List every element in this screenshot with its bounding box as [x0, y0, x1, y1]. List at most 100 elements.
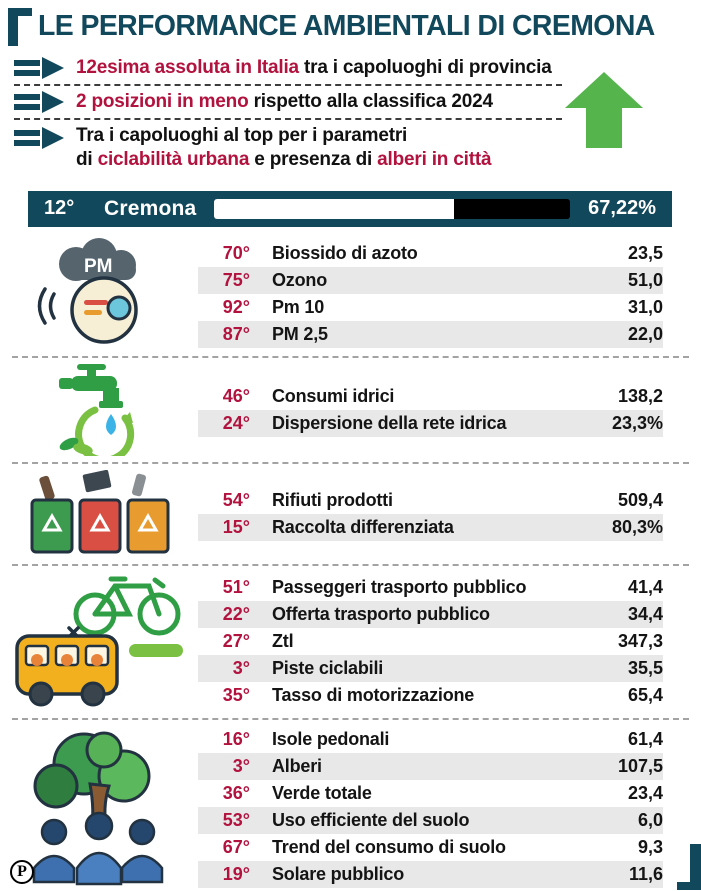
- rank-cell: 19°: [222, 863, 250, 884]
- value-cell: 9,3: [637, 836, 663, 857]
- score-progress-fill: [214, 198, 454, 219]
- indicator-label: Ozono: [272, 269, 327, 290]
- table-row: 35° Tasso di motorizzazione 65,4: [198, 682, 663, 709]
- bullet-text: 2 posizioni in meno rispetto alla classi…: [76, 90, 493, 114]
- footer: P: [10, 860, 34, 884]
- bullet-overall-rank: 12esima assoluta in Italia tra i capoluo…: [14, 52, 562, 87]
- arrow-right-icon: [14, 127, 64, 150]
- value-cell: 31,0: [627, 296, 663, 317]
- bullet-text: Tra i capoluoghi al top per i parametri d…: [76, 124, 492, 172]
- section-air: PM 70° Biossido di azoto 23,5 75° Ozono 51,0…: [0, 235, 701, 353]
- indicator-label: Consumi idrici: [272, 385, 395, 406]
- overall-ranking-bar: 12° Cremona 67,22%: [28, 190, 672, 227]
- value-cell: 11,6: [628, 863, 663, 884]
- bullet-rank-change: 2 posizioni in meno rispetto alla classi…: [14, 86, 562, 121]
- indicator-label: Offerta trasporto pubblico: [272, 604, 490, 624]
- section-green: 16° Isole pedonali 61,4 3° Alberi 107,5 36° V…: [0, 723, 701, 891]
- value-cell: 138,2: [617, 385, 663, 406]
- rank-cell: 46°: [222, 385, 250, 406]
- tree-people-icon: [0, 728, 198, 886]
- bus-bike-icon: [0, 572, 198, 712]
- rank-cell: 75°: [222, 269, 250, 290]
- indicator-label: Alberi: [272, 755, 322, 776]
- table-row: 22° Offerta trasporto pubblico 34,4: [198, 601, 663, 628]
- rank-cell: 35°: [222, 685, 250, 705]
- city-name: Cremona: [104, 196, 197, 220]
- indicator-label: Solare pubblico: [272, 863, 405, 884]
- table-row: 87° PM 2,5 22,0: [198, 320, 663, 348]
- value-cell: 61,4: [627, 728, 663, 749]
- table-row: 19° Solare pubblico 11,6: [198, 860, 663, 888]
- rank-cell: 67°: [222, 836, 250, 857]
- section-mobility: 51° Passeggeri trasporto pubblico 41,4 22°…: [0, 569, 701, 715]
- svg-text:PM: PM: [84, 256, 113, 277]
- value-cell: 23,3%: [611, 412, 663, 433]
- rank-cell: 92°: [222, 296, 250, 317]
- rank-cell: 53°: [222, 809, 250, 830]
- rank-cell: 16°: [222, 728, 250, 749]
- rows-air: 70° Biossido di azoto 23,5 75° Ozono 51,0 92…: [198, 240, 663, 348]
- value-cell: 509,4: [617, 489, 663, 510]
- section-water: 46° Consumi idrici 138,2 24° Dispersione de…: [0, 361, 701, 459]
- rows-water: 46° Consumi idrici 138,2 24° Dispersione de…: [198, 383, 663, 437]
- table-row: 3° Piste ciclabili 35,5: [198, 655, 663, 682]
- bullet-text: 12esima assoluta in Italia tra i capoluo…: [76, 56, 552, 80]
- rank-cell: 3°: [232, 755, 250, 776]
- dashed-divider: [12, 461, 689, 464]
- overall-score: 67,22%: [588, 197, 656, 219]
- indicator-label: Piste ciclabili: [272, 658, 384, 678]
- table-row: 36° Verde totale 23,4: [198, 780, 663, 807]
- water-faucet-icon: [0, 363, 198, 456]
- up-arrow-icon: [565, 72, 643, 153]
- value-cell: 23,5: [627, 242, 663, 263]
- intro-highlights: 12esima assoluta in Italia tra i capoluo…: [0, 46, 701, 179]
- rows-waste: 54° Rifiuti prodotti 509,4 15° Raccolta dif…: [198, 487, 663, 541]
- table-row: 92° Pm 10 31,0: [198, 294, 663, 321]
- indicator-label: Dispersione della rete idrica: [272, 412, 507, 433]
- table-row: 53° Uso efficiente del suolo 6,0: [198, 806, 663, 834]
- page-title: LE PERFORMANCE AMBIENTALI DI CREMONA: [38, 10, 655, 42]
- rows-mobility: 51° Passeggeri trasporto pubblico 41,4 22°…: [198, 574, 663, 709]
- plain-text: Tra i capoluoghi al top per i parametri: [76, 125, 408, 147]
- rank-cell: 70°: [222, 242, 250, 263]
- table-row: 24° Dispersione della rete idrica 23,3%: [198, 409, 663, 437]
- rank-cell: 15°: [222, 516, 250, 537]
- highlight-text: 12esima assoluta in Italia: [76, 57, 299, 78]
- plain-text: e presenza di: [249, 149, 378, 171]
- value-cell: 80,3%: [611, 516, 663, 537]
- indicator-label: Raccolta differenziata: [272, 516, 454, 537]
- rows-green: 16° Isole pedonali 61,4 3° Alberi 107,5 36° V…: [198, 726, 663, 888]
- dashed-divider: [12, 717, 689, 720]
- plain-text: tra i capoluoghi di provincia: [298, 57, 552, 78]
- rank-cell: 24°: [222, 412, 250, 433]
- highlight-text: ciclabilità urbana: [97, 149, 250, 171]
- indicator-label: Pm 10: [272, 296, 325, 317]
- bullet-list: 12esima assoluta in Italia tra i capoluo…: [14, 52, 562, 177]
- indicator-label: Passeggeri trasporto pubblico: [272, 577, 527, 597]
- rank-cell: 36°: [222, 782, 250, 803]
- dashed-divider: [12, 563, 689, 566]
- publisher-logo-letter: P: [17, 863, 27, 880]
- plain-text: rispetto alla classifica 2024: [248, 91, 493, 113]
- table-row: 16° Isole pedonali 61,4: [198, 726, 663, 753]
- table-row: 3° Alberi 107,5: [198, 752, 663, 780]
- indicator-label: Tasso di motorizzazione: [272, 685, 475, 705]
- masthead: LE PERFORMANCE AMBIENTALI DI CREMONA: [0, 0, 701, 46]
- value-cell: 34,4: [627, 604, 663, 624]
- bullet-top-parameters: Tra i capoluoghi al top per i parametri d…: [14, 120, 562, 176]
- value-cell: 41,4: [627, 577, 663, 597]
- rank-cell: 51°: [222, 577, 250, 597]
- rank-cell: 3°: [232, 658, 250, 678]
- table-row: 46° Consumi idrici 138,2: [198, 383, 663, 410]
- indicator-label: Verde totale: [272, 782, 372, 803]
- indicators-table: PM 70° Biossido di azoto 23,5 75° Ozono 51,0…: [0, 235, 701, 891]
- table-row: 54° Rifiuti prodotti 509,4: [198, 487, 663, 514]
- value-cell: 65,4: [627, 685, 663, 705]
- rank-cell: 27°: [222, 631, 250, 651]
- table-row: 51° Passeggeri trasporto pubblico 41,4: [198, 574, 663, 601]
- value-cell: 107,5: [617, 755, 663, 776]
- table-row: 27° Ztl 347,3: [198, 628, 663, 655]
- rank-cell: 54°: [222, 489, 250, 510]
- indicator-label: Rifiuti prodotti: [272, 489, 393, 510]
- section-waste: 54° Rifiuti prodotti 509,4 15° Raccolta dif…: [0, 467, 701, 561]
